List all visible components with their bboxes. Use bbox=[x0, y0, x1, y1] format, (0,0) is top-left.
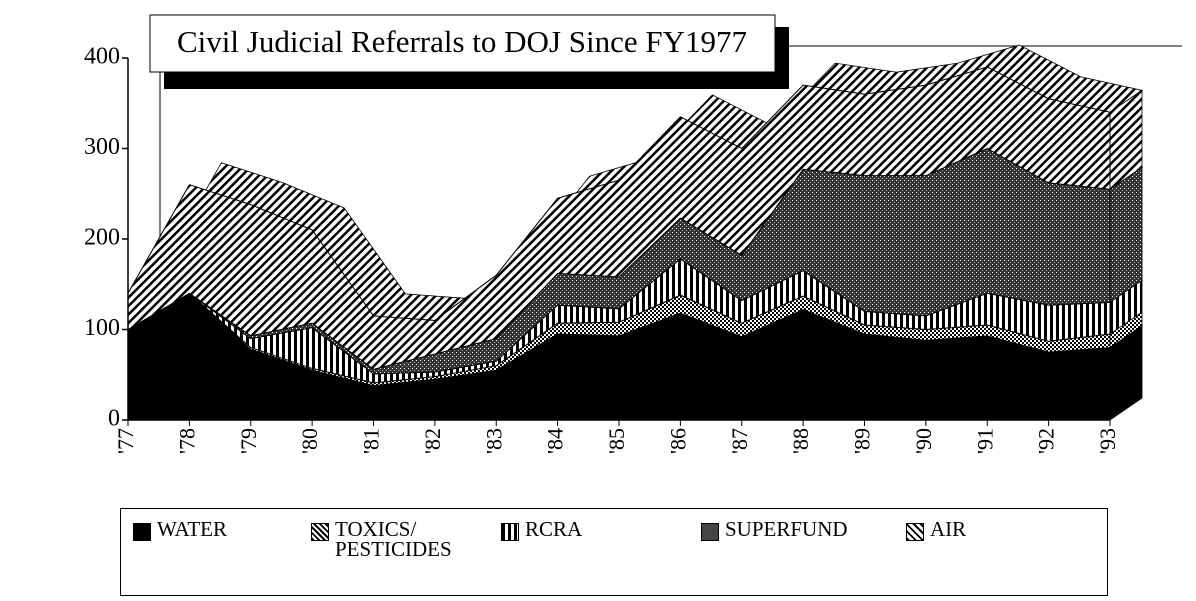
chart-title: Civil Judicial Referrals to DOJ Since FY… bbox=[177, 24, 747, 59]
legend-swatch bbox=[311, 523, 329, 541]
x-tick-label: '92 bbox=[1034, 428, 1059, 454]
y-tick-label: 300 bbox=[84, 134, 120, 160]
x-tick-label: '79 bbox=[236, 428, 261, 454]
x-tick-label: '90 bbox=[911, 428, 936, 454]
x-tick-label: '91 bbox=[972, 428, 997, 454]
x-tick-label: '78 bbox=[174, 428, 199, 454]
legend-item: SUPERFUND bbox=[701, 519, 875, 541]
legend-swatch bbox=[906, 523, 924, 541]
chart: 0 100 200 300 400 '77 '78 '79 '80 '81 '82 '83 '84 '85… bbox=[84, 14, 1182, 454]
legend-label: SUPERFUND bbox=[725, 517, 848, 541]
y-tick-label: 100 bbox=[84, 315, 120, 341]
legend-label: WATER bbox=[157, 517, 227, 541]
x-tick-label: '77 bbox=[113, 428, 138, 454]
legend-item: AIR bbox=[906, 519, 1080, 541]
y-tick-label: 200 bbox=[84, 225, 120, 251]
legend-label: TOXICS/ PESTICIDES bbox=[335, 517, 452, 561]
x-tick-label: '83 bbox=[481, 428, 506, 454]
area bbox=[127, 66, 1111, 370]
x-tick-label: '84 bbox=[543, 428, 568, 454]
x-tick-label: '85 bbox=[604, 428, 629, 454]
legend: WATER TOXICS/ PESTICIDES RCRA SUPERFUND AIR bbox=[120, 508, 1108, 596]
legend-swatch bbox=[133, 523, 151, 541]
y-tick-label: 400 bbox=[84, 44, 120, 70]
legend-item: RCRA bbox=[501, 519, 675, 541]
legend-label: RCRA bbox=[525, 517, 583, 541]
x-tick-label: '93 bbox=[1095, 428, 1120, 454]
legend-item: TOXICS/ PESTICIDES bbox=[311, 517, 485, 561]
y-tick-label: 0 bbox=[108, 406, 120, 432]
x-tick-label: '86 bbox=[665, 428, 690, 454]
x-tick-label: '88 bbox=[788, 428, 813, 454]
legend-swatch bbox=[701, 523, 719, 541]
x-tick-label: '82 bbox=[420, 428, 445, 454]
area-side bbox=[1109, 166, 1143, 304]
x-tick-label: '81 bbox=[359, 428, 384, 454]
x-tick-label: '89 bbox=[850, 428, 875, 454]
x-tick-label: '80 bbox=[297, 428, 322, 454]
x-tick-label: '87 bbox=[727, 428, 752, 454]
legend-swatch bbox=[501, 523, 519, 541]
legend-label: AIR bbox=[930, 517, 967, 541]
legend-item: WATER bbox=[133, 519, 307, 541]
title-box bbox=[149, 14, 776, 73]
